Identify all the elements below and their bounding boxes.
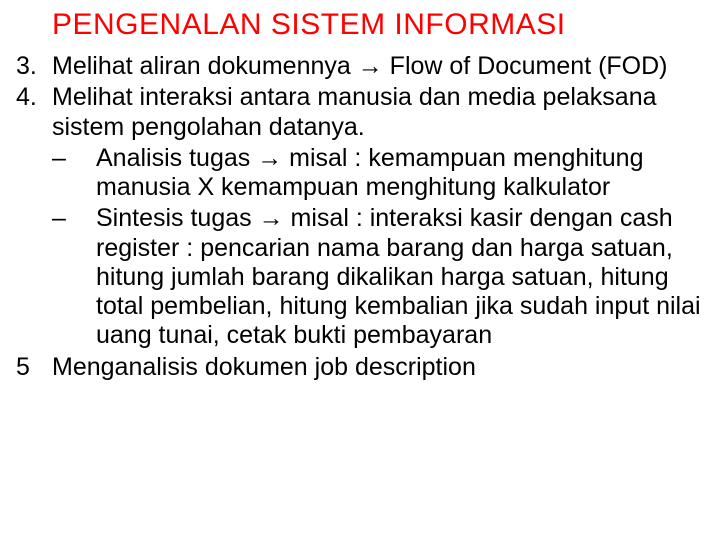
list-marker: 4. [16,83,52,142]
list-item-4: 4. Melihat interaksi antara manusia dan … [16,83,704,142]
sublist-text: Sintesis tugas → misal : interaksi kasir… [96,204,704,350]
sublist-item-2: – Sintesis tugas → misal : interaksi kas… [16,204,704,350]
list-item-3: 3. Melihat aliran dokumennya → Flow of D… [16,52,704,81]
list-text: Menganalisis dokumen job description [52,353,704,382]
slide-content: 3. Melihat aliran dokumennya → Flow of D… [0,52,720,382]
sublist-text: Analisis tugas → misal : kemampuan mengh… [96,144,704,203]
list-marker: 3. [16,52,52,81]
list-text: Melihat interaksi antara manusia dan med… [52,83,704,142]
sublist-marker: – [52,204,96,350]
list-text: Melihat aliran dokumennya → Flow of Docu… [52,52,704,81]
list-marker: 5 [16,353,52,382]
list-item-5-cutoff: 5 Menganalisis dokumen job description [16,353,704,382]
sublist-item-1: – Analisis tugas → misal : kemampuan men… [16,144,704,203]
slide-title: PENGENALAN SISTEM INFORMASI [0,0,720,52]
sublist-marker: – [52,144,96,203]
